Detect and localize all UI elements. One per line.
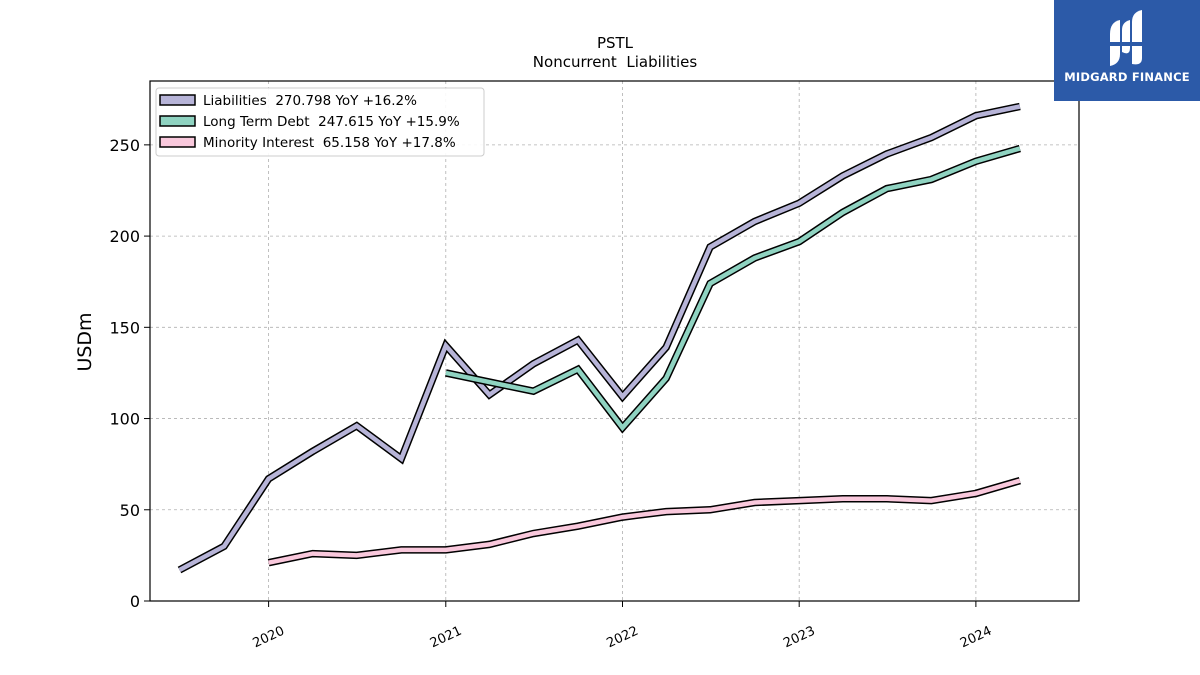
legend-box	[155, 87, 485, 157]
series-line	[178, 104, 1021, 572]
x-axis: 2020 2021 2022 2023 2024	[251, 601, 994, 652]
legend-swatch	[159, 94, 196, 106]
logo-text: MIDGARD FINANCE	[1064, 70, 1190, 84]
y-tick-label: 50	[120, 501, 140, 520]
y-axis: 0 50 100 150 200 250	[109, 136, 150, 611]
series-1	[445, 144, 1021, 434]
x-tick-label: 2023	[781, 624, 817, 652]
series-line	[268, 478, 1021, 565]
legend: Liabilities 270.798 YoY +16.2% Long Term …	[155, 87, 485, 157]
legend-swatch	[159, 136, 196, 148]
x-tick-label: 2022	[605, 624, 641, 652]
y-axis-label: USDm	[74, 312, 96, 371]
y-tick-label: 250	[109, 136, 140, 155]
logo-mark-icon	[1108, 10, 1148, 66]
legend-swatch	[159, 115, 196, 127]
x-tick-label: 2021	[428, 624, 464, 652]
series-line-outline	[445, 144, 1021, 434]
plot-frame	[149, 80, 1080, 602]
brand-logo: MIDGARD FINANCE	[1054, 0, 1200, 101]
y-tick-label: 0	[130, 592, 140, 611]
legend-label: Liabilities 270.798 YoY +16.2%	[203, 93, 417, 109]
y-tick-label: 200	[109, 227, 140, 246]
series-line	[445, 146, 1021, 432]
series-0	[177, 102, 1021, 574]
series-2	[267, 476, 1021, 567]
x-tick-label: 2020	[251, 624, 287, 652]
chart-title: PSTL	[597, 34, 634, 52]
legend-label: Minority Interest 65.158 YoY +17.8%	[203, 135, 456, 151]
series-layer	[177, 102, 1021, 574]
chart-subtitle: Noncurrent Liabilities	[533, 53, 698, 71]
y-tick-label: 150	[109, 318, 140, 337]
y-tick-label: 100	[109, 410, 140, 429]
legend-label: Long Term Debt 247.615 YoY +15.9%	[203, 114, 460, 130]
grid	[150, 81, 1079, 601]
x-tick-label: 2024	[958, 624, 994, 652]
